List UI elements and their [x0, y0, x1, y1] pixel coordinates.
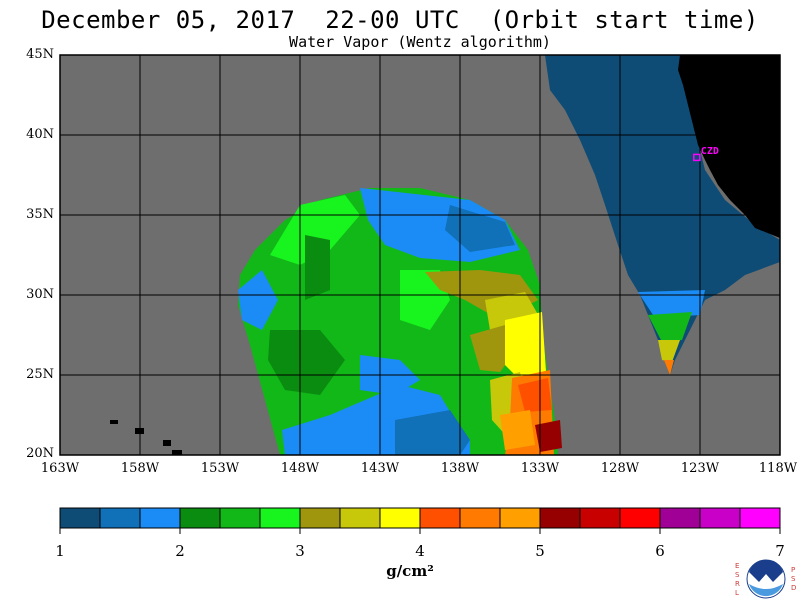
- swath-west-blue-ne: [445, 205, 515, 252]
- colorbar-tick-label: 3: [295, 542, 305, 560]
- lon-tick-label: 133W: [520, 461, 560, 476]
- lat-tick-label: 25N: [26, 367, 54, 382]
- lon-tick-label: 128W: [600, 461, 640, 476]
- coast-land: [678, 55, 780, 238]
- lat-tick-label: 20N: [26, 446, 54, 461]
- lat-tick-label: 30N: [26, 287, 54, 302]
- swath-west-dark: [268, 330, 345, 395]
- colorbar-segment: [459, 507, 501, 529]
- lon-tick-label: 123W: [680, 461, 720, 476]
- swath-east-green: [648, 312, 692, 342]
- swath-west-yellow: [505, 312, 546, 385]
- swath-west-maroon: [535, 420, 562, 452]
- lon-tick-label: 118W: [758, 461, 798, 476]
- colorbar-units: g/cm²: [386, 562, 434, 580]
- logo-letter: P: [791, 566, 796, 574]
- marker-label-czd: CZD: [700, 146, 719, 158]
- island-3: [163, 440, 171, 446]
- colorbar-segment: [699, 507, 741, 529]
- logo-letter: S: [735, 571, 740, 579]
- logo-letter: E: [735, 562, 740, 570]
- lat-tick-label: 45N: [26, 47, 54, 62]
- lon-tick-label: 163W: [40, 461, 80, 476]
- lon-tick-label: 158W: [120, 461, 160, 476]
- swath-west-blue-s3: [395, 410, 470, 455]
- colorbar-tick-label: 4: [415, 542, 425, 560]
- colorbar-tick-label: 7: [775, 542, 785, 560]
- map-frame: [59, 54, 781, 456]
- colorbar: [59, 507, 781, 534]
- swath-west-blue-w: [238, 270, 278, 330]
- logo-letter: R: [735, 580, 740, 588]
- swath-west-bright: [270, 195, 360, 265]
- swath-east-orange: [664, 360, 674, 375]
- map-title: December 05, 2017 22-00 UTC (Orbit start…: [41, 6, 759, 34]
- lon-tick-label: 143W: [360, 461, 400, 476]
- marker-czd: [693, 153, 701, 162]
- island-4: [172, 450, 182, 455]
- swath-west-dark2: [305, 235, 330, 300]
- colorbar-segment: [539, 507, 581, 529]
- colorbar-segment: [299, 507, 341, 529]
- noaa-emblem-icon: [746, 559, 786, 599]
- colorbar-segment: [619, 507, 661, 529]
- lat-tick-label: 40N: [26, 127, 54, 142]
- lon-tick-label: 148W: [280, 461, 320, 476]
- swath-east-yellow: [658, 340, 680, 362]
- logo-letter: S: [791, 575, 796, 583]
- colorbar-segment: [99, 507, 141, 529]
- lon-tick-label: 138W: [440, 461, 480, 476]
- colorbar-segment: [259, 507, 301, 529]
- west-swath: [238, 188, 562, 455]
- colorbar-tick-label: 6: [655, 542, 665, 560]
- colorbar-segment: [59, 507, 101, 529]
- colorbar-segment: [379, 507, 421, 529]
- colorbar-tick-label: 5: [535, 542, 545, 560]
- colorbar-tick-label: 2: [175, 542, 185, 560]
- colorbar-segment: [579, 507, 621, 529]
- logo-letter: L: [735, 589, 739, 597]
- colorbar-segment: [179, 507, 221, 529]
- swath-west-red: [518, 378, 552, 412]
- colorbar-segment: [219, 507, 261, 529]
- logo-letter: D: [791, 584, 797, 592]
- colorbar-segment: [499, 507, 541, 529]
- colorbar-segment: [419, 507, 461, 529]
- colorbar-segment: [339, 507, 381, 529]
- swath-east-blue: [638, 290, 705, 318]
- colorbar-segment: [139, 507, 181, 529]
- map-subtitle: Water Vapor (Wentz algorithm): [289, 33, 551, 51]
- colorbar-tick-label: 1: [55, 542, 65, 560]
- island-1: [110, 420, 118, 424]
- lat-tick-label: 35N: [26, 207, 54, 222]
- swath-west-amber: [500, 410, 535, 450]
- colorbar-segment: [739, 507, 781, 529]
- colorbar-segment: [659, 507, 701, 529]
- lon-tick-label: 153W: [200, 461, 240, 476]
